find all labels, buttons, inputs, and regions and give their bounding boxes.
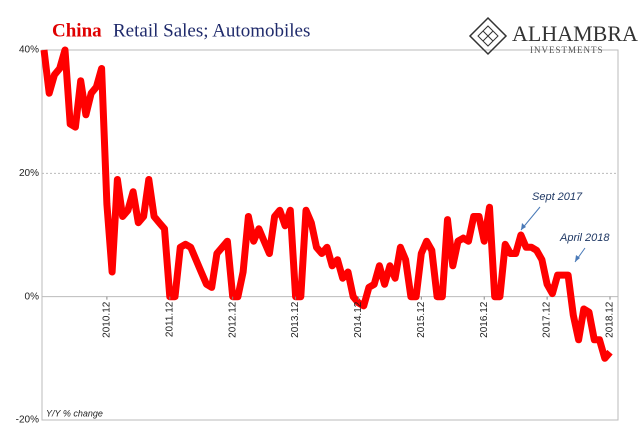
y-tick-label: -20% (16, 415, 39, 426)
logo-icon-inner (477, 25, 499, 47)
data-line (40, 46, 613, 362)
x-tick-label: 2018.12 (605, 301, 616, 338)
annotation: April 2018 (559, 232, 610, 244)
logo: ALHAMBRA INVESTMENTS (468, 16, 638, 56)
x-tick-label: 2012.12 (227, 301, 238, 338)
x-tick-label: 2010.12 (102, 301, 113, 338)
y-axis-label: Y/Y % change (46, 408, 103, 418)
annotation: Sept 2017 (532, 191, 583, 203)
x-tick-label: 2014.12 (353, 301, 364, 338)
x-tick-label: 2017.12 (542, 301, 553, 338)
logo-tagline: INVESTMENTS (530, 45, 604, 55)
plot-frame (41, 49, 619, 421)
title-highlight: China (52, 20, 102, 41)
x-tick-label: 2015.12 (416, 301, 427, 338)
y-tick-label: 40% (19, 45, 39, 56)
x-tick-label: 2011.12 (164, 301, 175, 337)
y-tick-label: 20% (19, 168, 39, 179)
annotation-arrowhead (575, 255, 580, 262)
logo-icon (468, 16, 508, 56)
logo-name: ALHAMBRA (512, 21, 638, 46)
chart-title: Retail Sales; Automobiles (113, 20, 310, 41)
x-tick-label: 2016.12 (479, 301, 490, 338)
x-tick-label: 2013.12 (290, 301, 301, 338)
y-tick-label: 0% (25, 291, 40, 302)
annotation-arrowhead (521, 223, 526, 230)
